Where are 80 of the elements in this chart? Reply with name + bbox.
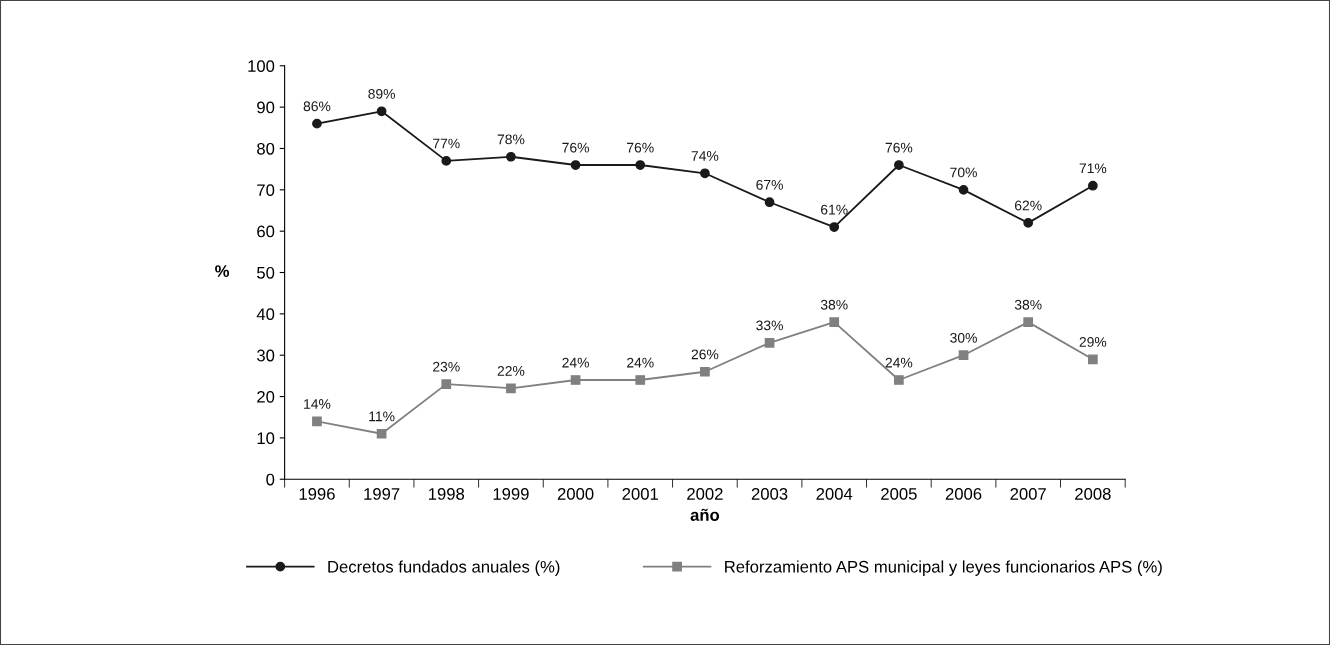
x-tick-label: 1997 <box>364 488 400 500</box>
y-tick-label: 100 <box>248 60 275 72</box>
point <box>312 416 322 427</box>
point <box>764 337 775 348</box>
data-label: 86% <box>303 101 331 112</box>
point <box>376 106 387 117</box>
point <box>635 375 646 385</box>
data-label: 26% <box>691 349 719 360</box>
data-label: 67% <box>756 179 783 190</box>
data-label: 78% <box>497 134 525 145</box>
point <box>958 184 969 195</box>
data-label: 38% <box>1014 299 1042 310</box>
data-label: 33% <box>756 320 783 331</box>
point <box>441 379 452 390</box>
data-label: 61% <box>821 204 848 215</box>
x-tick-label: 2007 <box>1010 488 1046 500</box>
x-axis-title: año <box>690 508 720 521</box>
data-label: 24% <box>562 357 589 368</box>
point <box>894 160 904 170</box>
y-tick-label: 90 <box>257 101 275 114</box>
point <box>829 317 840 327</box>
data-label: 23% <box>433 361 460 372</box>
y-tick-label: 70 <box>257 184 275 197</box>
data-label: 30% <box>950 332 977 343</box>
data-label: 24% <box>885 357 913 368</box>
point <box>700 366 710 377</box>
data-label: 22% <box>497 365 525 376</box>
data-label: 76% <box>885 142 913 153</box>
x-tick-label: 2006 <box>945 488 982 500</box>
data-label: 29% <box>1079 337 1107 347</box>
x-tick-label: 2000 <box>557 488 594 500</box>
point <box>1023 218 1034 228</box>
data-label: 38% <box>820 299 848 310</box>
data-label: 71% <box>1079 163 1107 174</box>
legend-label: Decretos fundados anuales (%) <box>328 560 560 576</box>
point <box>376 428 387 439</box>
y-tick-label: 40 <box>256 308 275 321</box>
data-label: 76% <box>562 142 589 153</box>
y-tick-label: 10 <box>257 432 275 445</box>
point <box>829 222 840 232</box>
y-tick-label: 30 <box>257 349 275 362</box>
data-label: 24% <box>627 357 654 368</box>
point <box>635 160 646 170</box>
x-tick-label: 2001 <box>622 488 658 500</box>
data-label: 14% <box>304 399 331 409</box>
point <box>570 160 581 170</box>
x-tick-label: 2003 <box>751 488 788 500</box>
point <box>506 151 516 162</box>
point <box>1023 317 1034 327</box>
y-tick-label: 50 <box>257 266 275 279</box>
x-tick-label: 2002 <box>687 488 723 500</box>
x-tick-label: 2004 <box>816 488 853 500</box>
point <box>312 118 322 129</box>
x-tick-label: 2008 <box>1075 488 1111 500</box>
data-label: 76% <box>627 142 654 153</box>
point <box>958 350 969 361</box>
data-label: 70% <box>950 167 977 178</box>
x-tick-label: 2005 <box>881 488 917 500</box>
data-label: 77% <box>433 138 460 149</box>
y-tick-label: 60 <box>257 225 275 238</box>
legend-label: Reforzamiento APS municipal y leyes funcionarios APS (%) <box>725 560 1162 576</box>
point <box>1087 354 1098 365</box>
point <box>441 156 452 166</box>
data-label: 11% <box>369 411 395 422</box>
x-tick-label: 1996 <box>299 488 335 500</box>
point <box>570 375 581 385</box>
x-tick-label: 1998 <box>429 488 465 500</box>
point <box>894 375 904 385</box>
y-axis-title: % <box>215 265 230 277</box>
data-label: 74% <box>691 151 719 161</box>
y-tick-label: 0 <box>266 473 275 486</box>
x-tick-label: 1999 <box>493 488 529 500</box>
point <box>700 168 710 179</box>
data-label: 62% <box>1015 200 1042 211</box>
point <box>1087 180 1098 191</box>
y-tick-label: 80 <box>257 142 275 155</box>
point <box>506 383 516 394</box>
point <box>764 197 775 208</box>
data-label: 89% <box>368 88 396 99</box>
y-tick-label: 20 <box>257 390 275 403</box>
